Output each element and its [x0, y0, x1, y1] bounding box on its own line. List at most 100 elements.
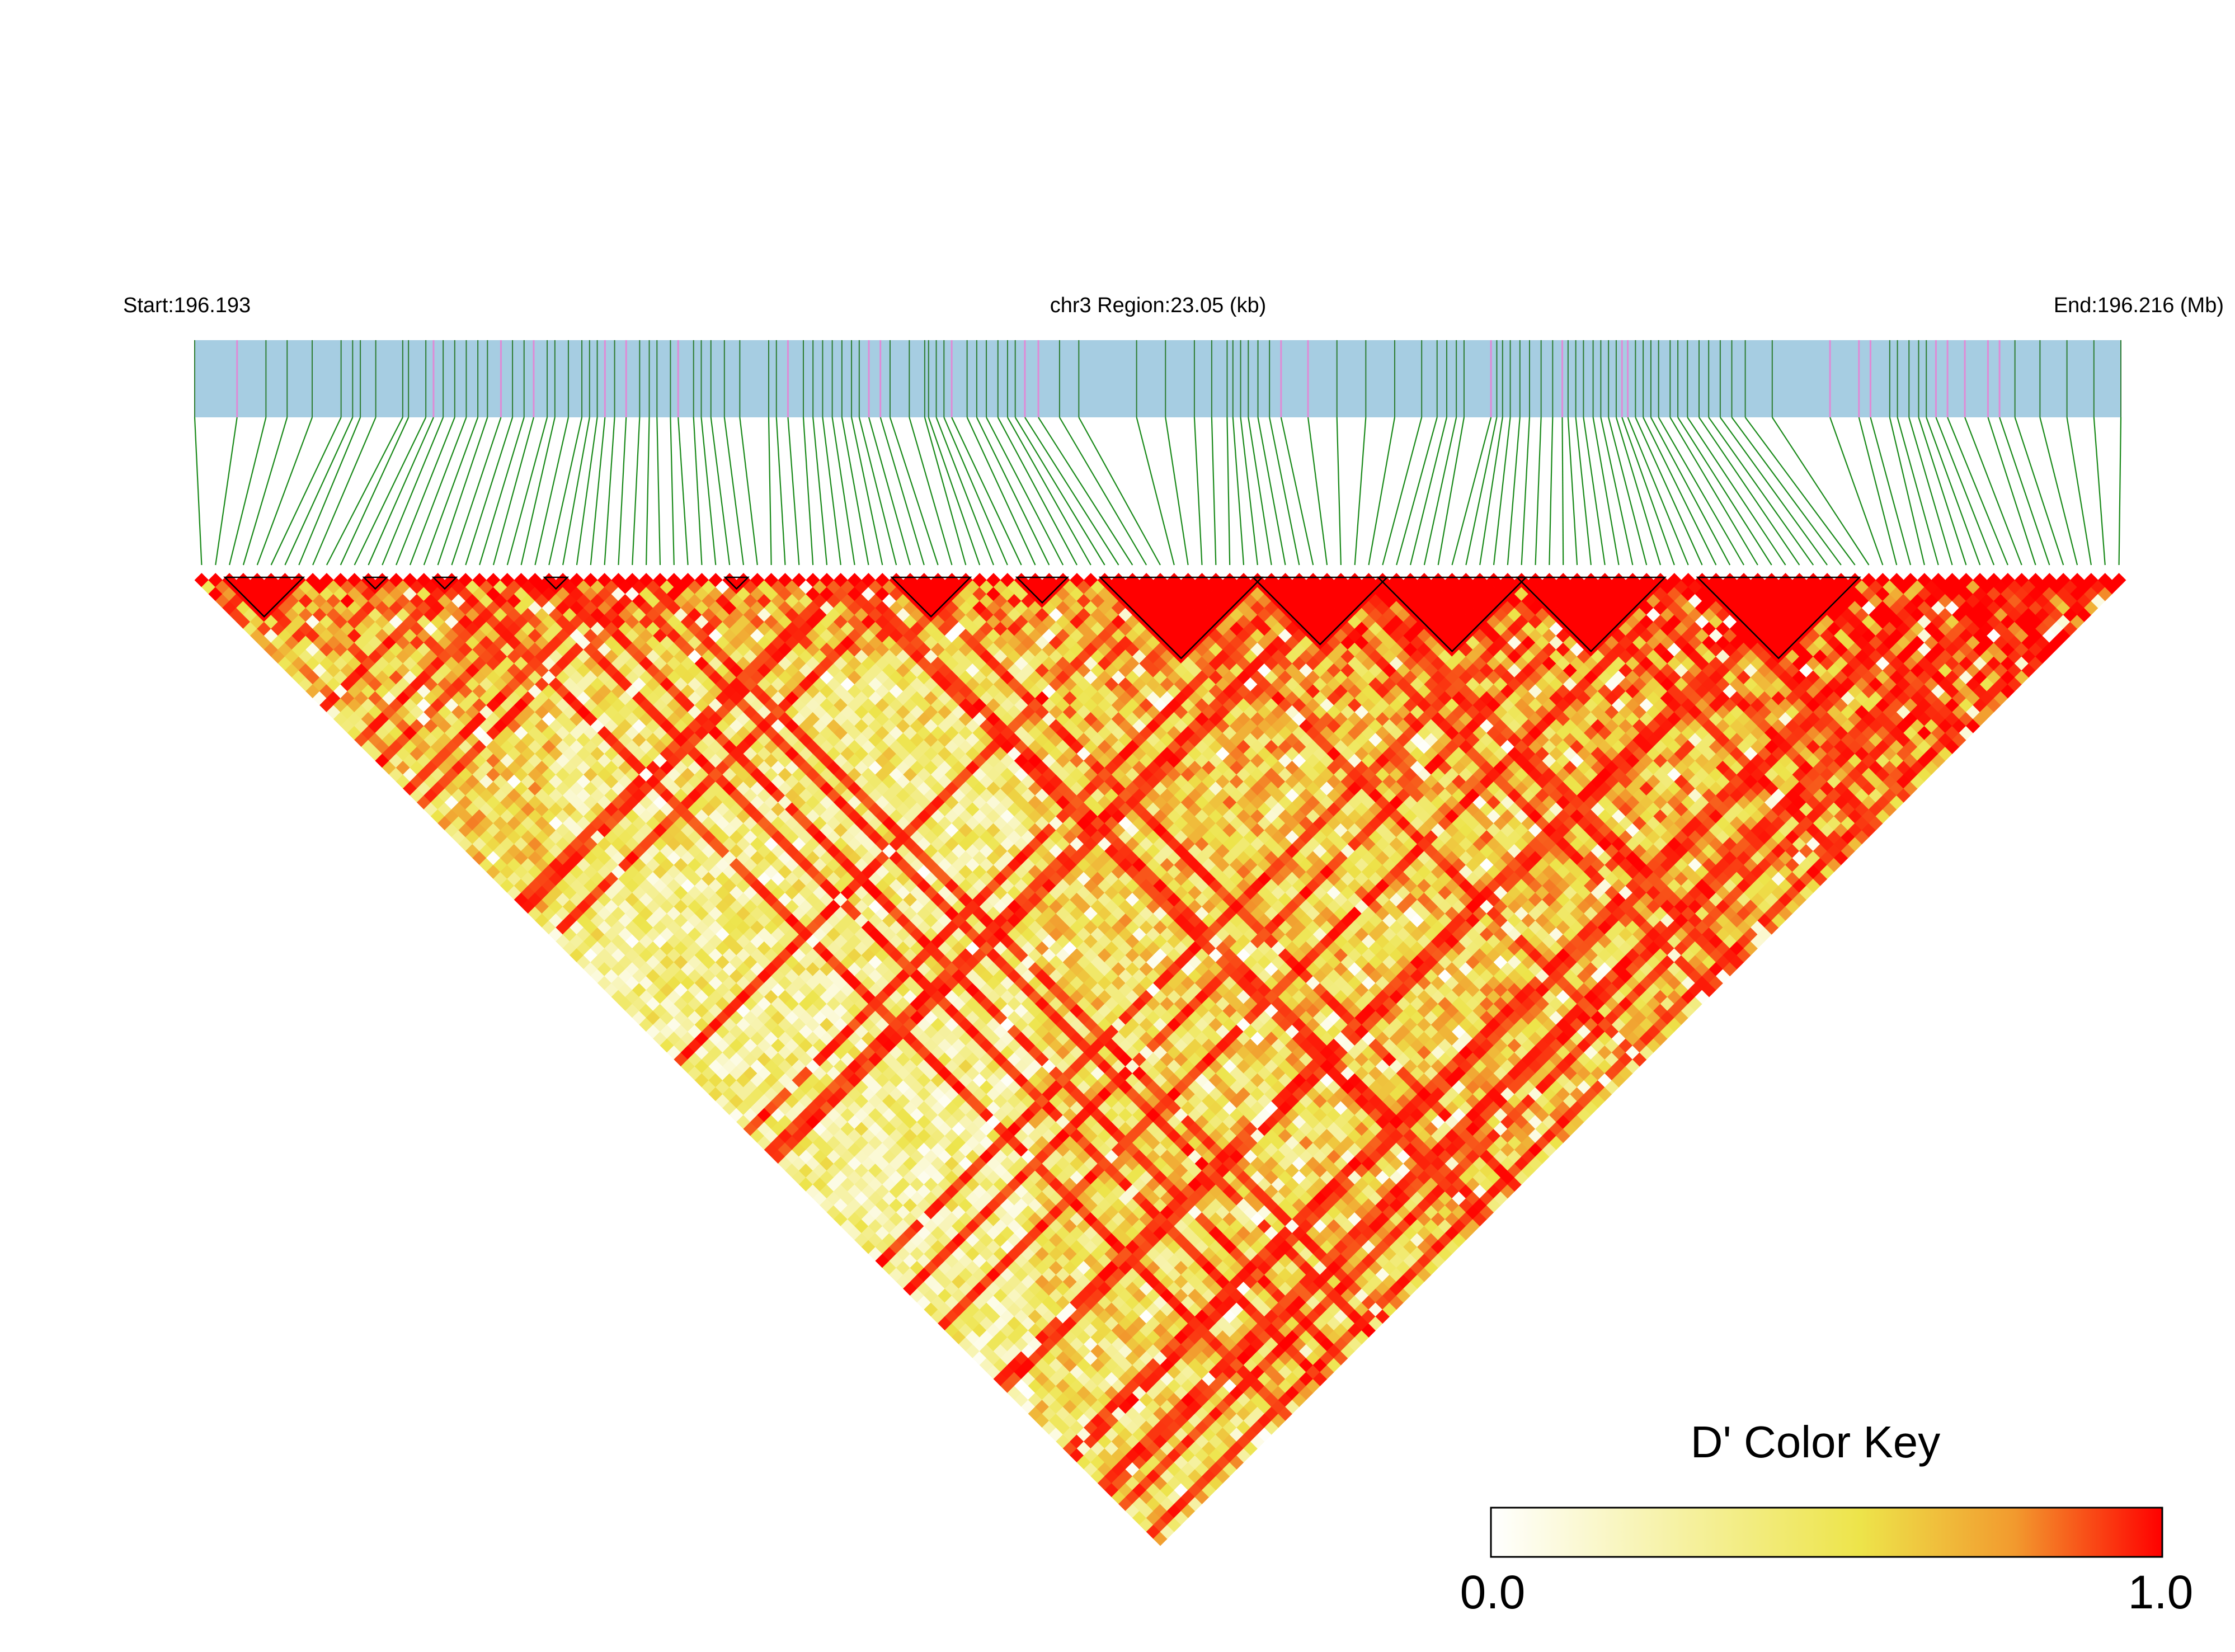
snp-connector	[1336, 417, 1342, 566]
snp-connector	[775, 417, 786, 566]
region-start-label: Start:196.193	[123, 294, 251, 317]
snp-connector	[858, 417, 897, 566]
snp-connector	[1908, 417, 1953, 566]
snp-connector	[802, 417, 814, 566]
snp-connector	[1889, 417, 1925, 566]
snp-connector	[1600, 417, 1634, 566]
snp-connector	[1829, 417, 1884, 566]
snp-connector	[656, 417, 661, 566]
snp-connector	[1698, 417, 1800, 566]
snp-connector	[646, 417, 650, 566]
snp-connector	[868, 417, 911, 566]
snp-connector	[1368, 417, 1396, 566]
snp-connector	[1165, 417, 1189, 566]
snp-connector	[1771, 417, 1870, 566]
snp-connector	[1479, 417, 1503, 566]
snp-connector	[1964, 417, 2022, 566]
snp-connector	[1006, 417, 1091, 566]
snp-connector	[1935, 417, 1995, 566]
snp-connector	[1621, 417, 1675, 566]
snp-connector	[1535, 417, 1542, 566]
snp-connector	[1280, 417, 1314, 566]
snp-connector	[677, 417, 689, 566]
snp-connector	[1650, 417, 1731, 566]
snp-connector	[354, 417, 427, 566]
snp-connector	[437, 417, 488, 566]
snp-connector	[229, 417, 267, 566]
snp-connector	[1999, 417, 2050, 566]
snp-connector	[1465, 417, 1498, 566]
snp-connector	[768, 417, 772, 566]
snp-connector	[312, 417, 377, 566]
snp-connector	[935, 417, 995, 566]
snp-connector	[1567, 417, 1578, 566]
snp-connector	[889, 417, 939, 566]
snp-connector	[831, 417, 855, 566]
snp-connector	[1669, 417, 1758, 566]
snp-connector	[1423, 417, 1457, 566]
snp-connector	[850, 417, 883, 566]
snp-connector	[1248, 417, 1272, 566]
snp-tick-marks	[194, 340, 2121, 417]
snp-connector	[2014, 417, 2064, 566]
snp-connector	[1493, 417, 1511, 566]
snp-connector	[693, 417, 703, 566]
snp-connector	[1608, 417, 1648, 566]
snp-connector	[1307, 417, 1328, 566]
snp-connector	[1382, 417, 1423, 566]
snp-connector	[382, 417, 444, 566]
gene-region-bar	[195, 340, 2121, 417]
snp-connector	[1232, 417, 1245, 566]
snp-connector	[1437, 417, 1465, 566]
snp-connector	[1627, 417, 1689, 566]
snp-connector	[1240, 417, 1258, 566]
snp-connector	[298, 417, 361, 566]
snp-connector	[2066, 417, 2092, 566]
snp-connector	[1038, 417, 1133, 566]
snp-connector	[1687, 417, 1786, 566]
snp-connector	[951, 417, 1022, 566]
snp-connector	[340, 417, 410, 566]
snp-connector	[1078, 417, 1161, 566]
snp-connector	[966, 417, 1036, 566]
snp-connector	[492, 417, 535, 566]
snp-connector	[723, 417, 745, 566]
snp-connector	[1354, 417, 1367, 566]
snp-connector	[1136, 417, 1175, 566]
snp-connector	[2118, 417, 2122, 566]
snp-connector	[632, 417, 641, 566]
snp-connector	[215, 417, 238, 566]
snp-connector	[1858, 417, 1898, 566]
snp-connector	[618, 417, 627, 566]
snp-connector	[1193, 417, 1203, 566]
snp-connector	[710, 417, 731, 566]
snp-connector	[909, 417, 953, 566]
snp-connector	[194, 417, 203, 566]
region-title-label: chr3 Region:23.05 (kb)	[1050, 294, 1267, 317]
snp-connector	[256, 417, 313, 566]
snp-connector	[534, 417, 570, 566]
snp-connector	[506, 417, 548, 566]
snp-connector	[242, 417, 288, 566]
snp-connector	[700, 417, 717, 566]
snp-connector	[822, 417, 841, 566]
snp-connector	[1635, 417, 1703, 566]
snp-connector	[1897, 417, 1939, 566]
snp-connector	[976, 417, 1050, 566]
snp-connector	[1592, 417, 1620, 566]
snp-connector	[562, 417, 590, 566]
snp-connector	[284, 417, 354, 566]
snp-connector	[1947, 417, 2008, 566]
snp-connector	[997, 417, 1077, 566]
snp-connector	[1575, 417, 1592, 566]
snp-connector	[2039, 417, 2078, 566]
snp-connector	[409, 417, 467, 566]
snp-connector	[1615, 417, 1662, 566]
snp-connector	[1257, 417, 1286, 566]
snp-connector	[451, 417, 502, 566]
snp-connector	[1507, 417, 1521, 566]
snp-connector	[1870, 417, 1912, 566]
snp-connector	[1226, 417, 1231, 566]
snp-connector	[1987, 417, 2036, 566]
